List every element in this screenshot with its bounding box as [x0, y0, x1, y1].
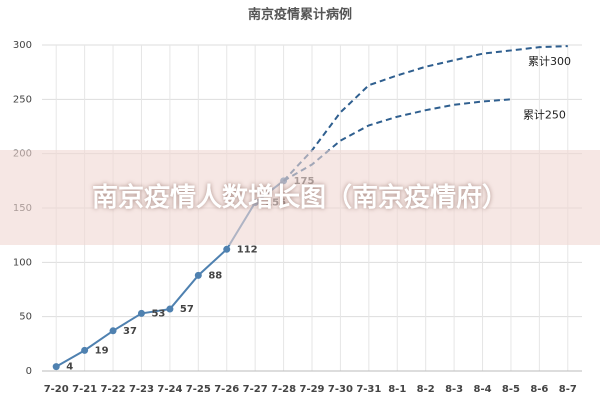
x-tick-label: 8-2: [417, 384, 435, 395]
x-tick-label: 7-22: [101, 384, 126, 395]
point: [194, 271, 202, 279]
x-tick-label: 8-3: [445, 384, 463, 395]
data-label: 88: [208, 270, 222, 281]
x-tick-label: 8-7: [559, 384, 577, 395]
x-tick-label: 7-26: [214, 384, 239, 395]
x-tick-label: 7-23: [129, 384, 154, 395]
x-tick-label: 8-4: [473, 384, 491, 395]
point: [81, 346, 89, 354]
y-tick-label: 50: [19, 312, 32, 323]
legend-label: 累计250: [523, 108, 566, 121]
legend-label: 累计300: [528, 55, 571, 68]
point: [137, 309, 145, 317]
banner-text: 南京疫情人数增长图（南京疫情府）: [91, 182, 508, 213]
x-tick-label: 7-27: [243, 384, 268, 395]
point: [166, 305, 174, 313]
point: [223, 245, 231, 253]
y-tick-label: 300: [13, 40, 32, 51]
x-tick-label: 7-21: [72, 384, 97, 395]
x-tick-label: 7-25: [186, 384, 211, 395]
x-tick-label: 7-31: [356, 384, 381, 395]
data-label: 57: [180, 304, 194, 315]
data-label: 53: [151, 308, 165, 319]
point: [109, 327, 117, 335]
chart-title: 南京疫情累计病例: [248, 7, 352, 23]
x-tick-label: 8-6: [530, 384, 548, 395]
x-tick-label: 7-24: [157, 384, 182, 395]
x-tick-label: 7-30: [328, 384, 353, 395]
data-label: 19: [95, 345, 109, 356]
x-tick-label: 8-5: [502, 384, 520, 395]
point: [52, 363, 60, 371]
y-tick-label: 100: [13, 257, 32, 268]
y-tick-label: 250: [13, 94, 32, 105]
y-tick-label: 0: [26, 366, 32, 377]
x-tick-label: 8-1: [388, 384, 406, 395]
data-label: 4: [66, 362, 73, 373]
x-tick-label: 7-29: [299, 384, 324, 395]
data-label: 37: [123, 326, 137, 337]
x-tick-label: 7-28: [271, 384, 296, 395]
banner: 南京疫情人数增长图（南京疫情府）: [0, 150, 600, 245]
series-line: [282, 45, 568, 182]
x-tick-label: 7-20: [44, 384, 69, 395]
data-label: 112: [237, 244, 258, 255]
